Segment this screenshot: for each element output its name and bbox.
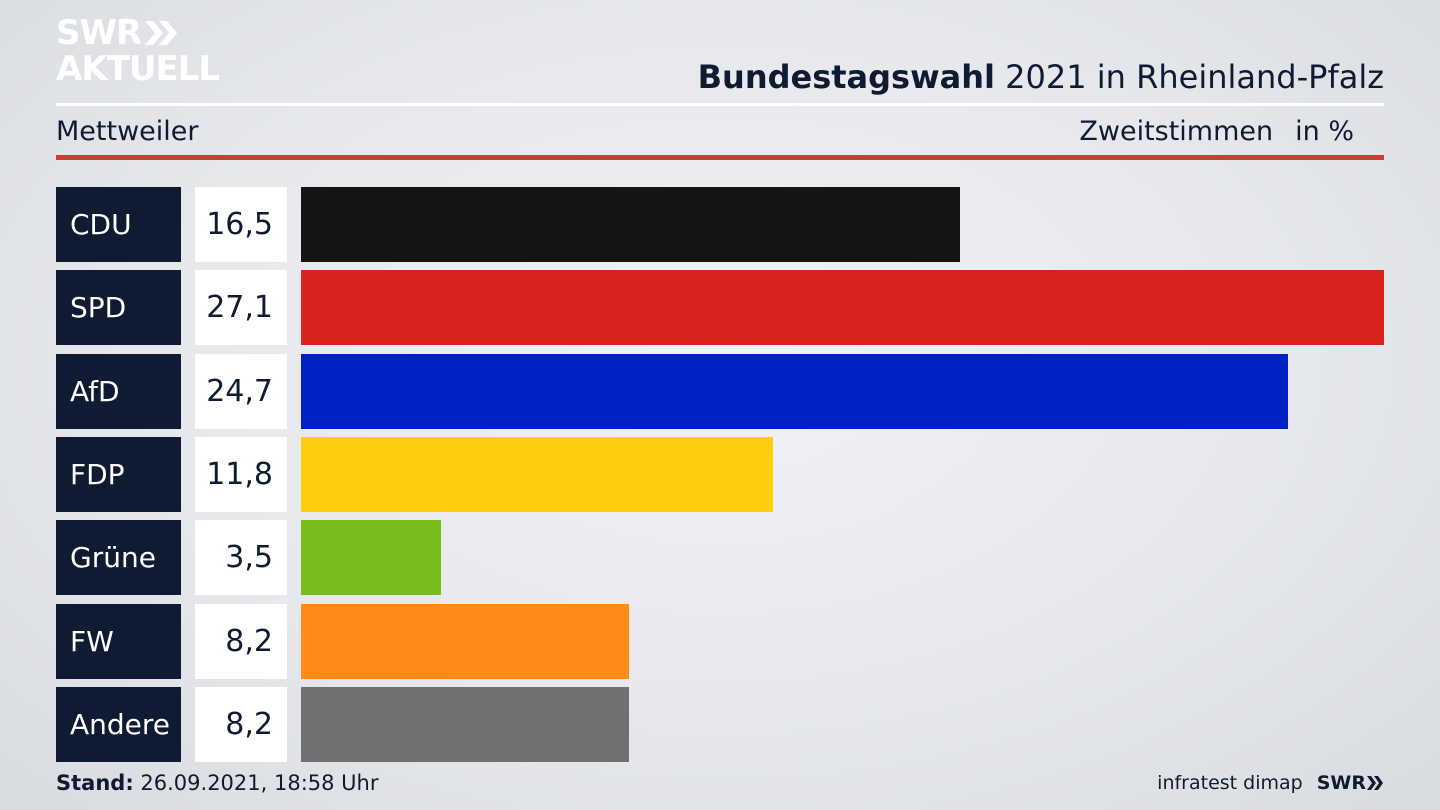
accent-divider xyxy=(56,155,1384,160)
region-label: Mettweiler xyxy=(56,116,199,147)
source-label: infratest dimap xyxy=(1157,772,1303,794)
bar xyxy=(301,354,1288,429)
footer-swr-text: SWR xyxy=(1316,772,1366,794)
footer-double-chevron-icon xyxy=(1367,776,1383,790)
title-bold: Bundestagswahl xyxy=(697,58,995,96)
footer-credits: infratest dimap SWR xyxy=(1157,772,1384,794)
logo-swr-text: SWR xyxy=(56,13,142,53)
party-label: AfD xyxy=(56,354,181,429)
value-label: 3,5 xyxy=(195,520,287,595)
bar-row: FW 8,2 xyxy=(56,604,1384,679)
bar-row: SPD 27,1 xyxy=(56,270,1384,345)
bar-row: CDU 16,5 xyxy=(56,187,1384,262)
bar xyxy=(301,520,441,595)
value-label: 8,2 xyxy=(195,687,287,762)
double-chevron-icon xyxy=(145,21,178,45)
header-divider xyxy=(56,103,1384,106)
party-label: SPD xyxy=(56,270,181,345)
measure-label: Zweitstimmen in % xyxy=(1079,116,1354,147)
value-label: 11,8 xyxy=(195,437,287,512)
party-label: Andere xyxy=(56,687,181,762)
value-label: 16,5 xyxy=(195,187,287,262)
bar-row: FDP 11,8 xyxy=(56,437,1384,512)
bar-row: AfD 24,7 xyxy=(56,354,1384,429)
party-label: FW xyxy=(56,604,181,679)
vote-type-label: Zweitstimmen xyxy=(1079,116,1274,147)
bar-row: Grüne 3,5 xyxy=(56,520,1384,595)
bar xyxy=(301,604,629,679)
stand-label: Stand: xyxy=(56,771,134,795)
stand-value: 26.09.2021, 18:58 Uhr xyxy=(133,771,379,795)
unit-label: in % xyxy=(1295,116,1354,147)
value-label: 27,1 xyxy=(195,270,287,345)
party-label: FDP xyxy=(56,437,181,512)
bar xyxy=(301,687,629,762)
value-label: 24,7 xyxy=(195,354,287,429)
bar-row: Andere 8,2 xyxy=(56,687,1384,762)
footer-swr-logo: SWR xyxy=(1317,772,1384,794)
bar xyxy=(301,437,773,512)
swr-aktuell-logo: SWR AKTUELL xyxy=(56,13,220,89)
title-rest: 2021 in Rheinland-Pfalz xyxy=(995,58,1384,96)
timestamp: Stand: 26.09.2021, 18:58 Uhr xyxy=(56,771,379,795)
bar xyxy=(301,270,1384,345)
party-label: CDU xyxy=(56,187,181,262)
bar xyxy=(301,187,960,262)
chart-title: Bundestagswahl 2021 in Rheinland-Pfalz xyxy=(698,58,1384,96)
value-label: 8,2 xyxy=(195,604,287,679)
party-label: Grüne xyxy=(56,520,181,595)
logo-aktuell-text: AKTUELL xyxy=(56,49,220,89)
